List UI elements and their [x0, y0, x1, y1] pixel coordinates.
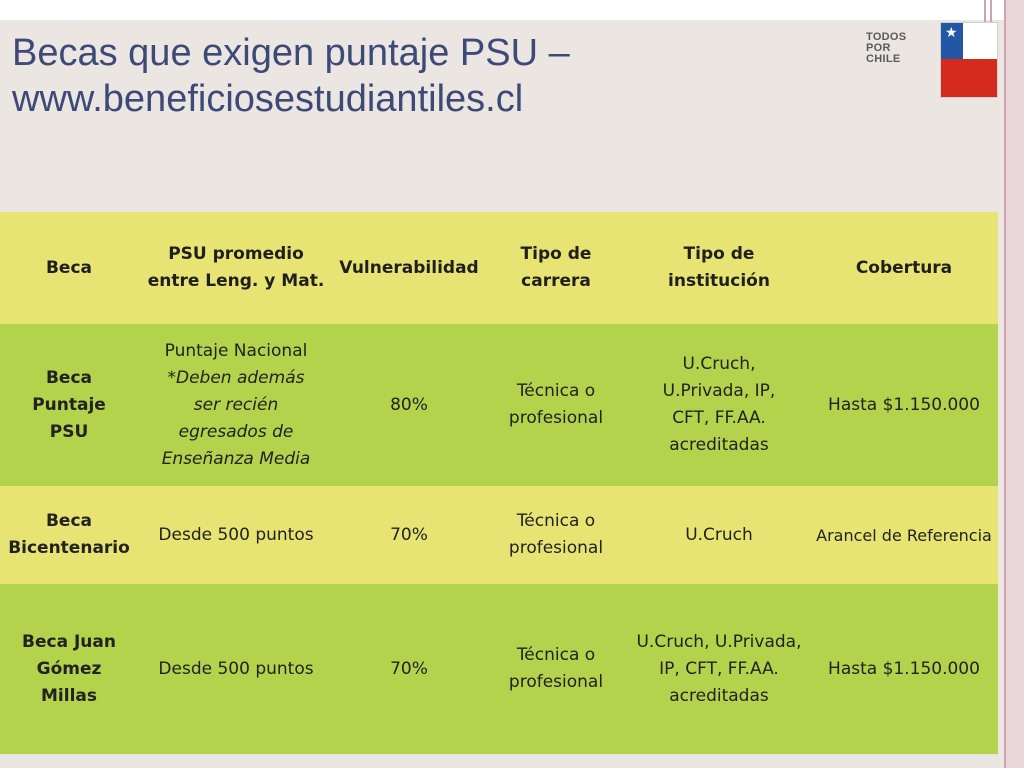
cell-cobertura: Hasta $1.150.000: [828, 658, 980, 679]
title-line-2: www.beneficiosestudiantiles.cl: [12, 78, 524, 120]
cell-cobertura: Hasta $1.150.000: [828, 394, 980, 415]
cell-tipo-carrera: Técnica o profesional: [508, 645, 604, 692]
header-tipo-institucion: Tipo de institución: [668, 244, 770, 291]
cell-tipo-institucion: U.Cruch: [685, 524, 753, 545]
table-row: Beca Puntaje PSU Puntaje Nacional *Deben…: [0, 324, 998, 486]
header-beca: Beca: [45, 257, 93, 278]
cell-tipo-institucion: U.Cruch, U.Privada, IP, CFT, FF.AA. acre…: [662, 354, 776, 455]
cell-tipo-institucion: U.Cruch, U.Privada, IP, CFT, FF.AA. acre…: [636, 631, 802, 706]
header-psu: PSU promedio entre Leng. y Mat.: [147, 244, 325, 291]
gobierno-logo: TODOS POR CHILE ★: [858, 22, 998, 98]
header-vulnerabilidad: Vulnerabilidad: [339, 257, 479, 278]
table-row: Beca Bicentenario Desde 500 puntos 70% T…: [0, 486, 998, 584]
cell-tipo-carrera: Técnica o profesional: [508, 511, 604, 558]
logo-text: TODOS POR CHILE: [866, 31, 907, 65]
cell-beca: Beca Juan Gómez Millas: [22, 631, 116, 706]
header-tipo-carrera: Tipo de carrera: [520, 244, 592, 291]
header-cobertura: Cobertura: [855, 257, 953, 278]
decoration-line: [990, 0, 992, 24]
decoration-line: [984, 0, 986, 24]
cell-cobertura: Arancel de Referencia: [816, 525, 992, 545]
right-decoration-bar: [1004, 0, 1024, 768]
psu-main: Desde 500 puntos: [158, 658, 314, 679]
table-header-row: Beca PSU promedio entre Leng. y Mat. Vul…: [0, 212, 998, 324]
psu-main: Desde 500 puntos: [158, 524, 314, 545]
content-background: [0, 20, 1004, 768]
top-border: [0, 0, 1024, 20]
cell-psu: Desde 500 puntos: [138, 584, 334, 754]
cell-tipo-carrera: Técnica o profesional: [508, 381, 604, 428]
cell-vulnerabilidad: 70%: [390, 524, 428, 545]
cell-psu: Desde 500 puntos: [138, 486, 334, 584]
slide-title: Becas que exigen puntaje PSU – www.benef…: [12, 30, 832, 122]
chile-flag-icon: ★: [940, 22, 998, 98]
cell-vulnerabilidad: 70%: [390, 658, 428, 679]
psu-note: *Deben además ser recién egresados de En…: [161, 367, 311, 469]
cell-beca: Beca Bicentenario: [8, 511, 130, 558]
psu-main: Puntaje Nacional: [164, 340, 308, 361]
table-row: Beca Juan Gómez Millas Desde 500 puntos …: [0, 584, 998, 754]
becas-table: Beca PSU promedio entre Leng. y Mat. Vul…: [0, 212, 998, 754]
cell-vulnerabilidad: 80%: [390, 394, 428, 415]
cell-beca: Beca Puntaje PSU: [32, 367, 106, 442]
title-line-1: Becas que exigen puntaje PSU –: [12, 32, 570, 74]
cell-psu: Puntaje Nacional *Deben además ser recié…: [138, 324, 334, 486]
